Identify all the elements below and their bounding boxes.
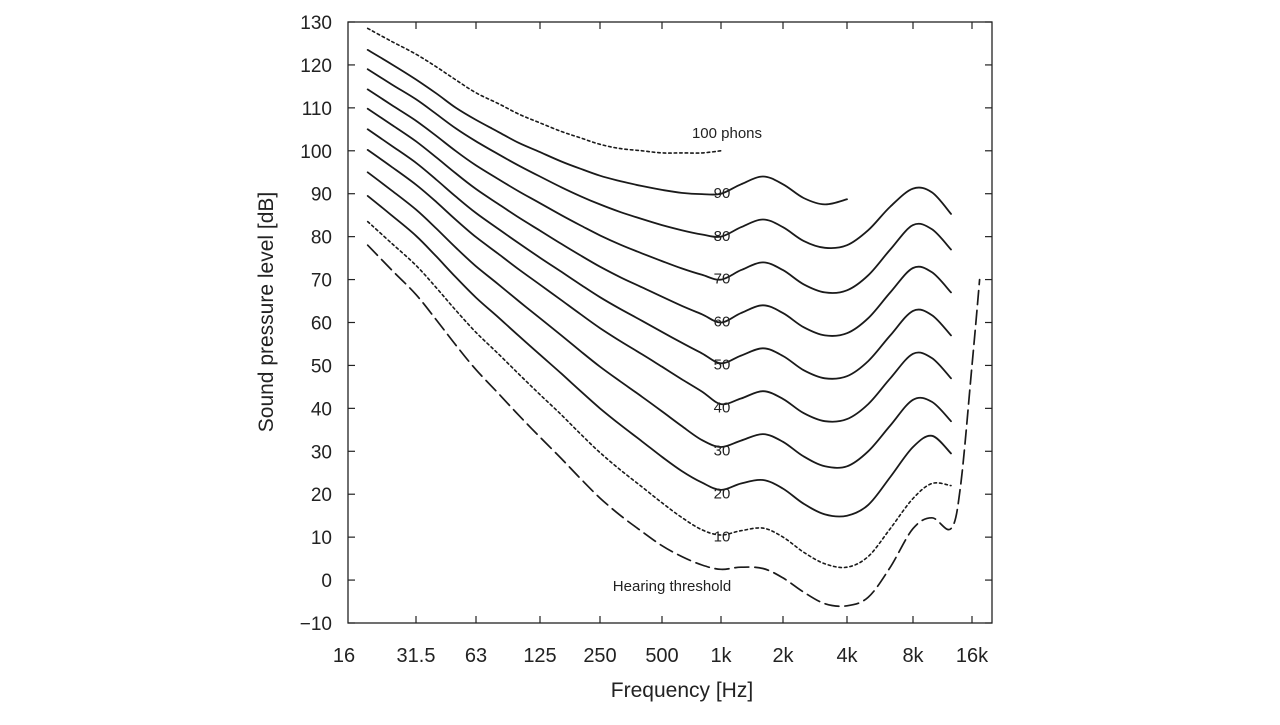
y-tick-label: 20 <box>311 485 332 506</box>
x-axis: 16 31.5 63 125 250 500 1k 2k 4k 8k 16k <box>333 22 989 667</box>
curve-70 <box>366 88 952 294</box>
x-tick-label: 500 <box>645 645 678 667</box>
curve-40 <box>366 149 952 423</box>
curve-label-50: 50 <box>714 357 731 374</box>
curve-label-70: 70 <box>714 271 731 288</box>
curve-label-20: 20 <box>714 485 731 502</box>
curve-hearing-threshold <box>366 244 981 608</box>
curve-10 <box>366 220 952 569</box>
y-tick-label: −10 <box>300 614 332 635</box>
curve-90 <box>366 49 848 206</box>
curve-30 <box>366 171 952 469</box>
y-tick-label: 10 <box>311 528 332 549</box>
curve-label-hearing-threshold: Hearing threshold <box>613 578 731 595</box>
curve-20 <box>366 195 952 518</box>
x-tick-label: 250 <box>583 645 616 667</box>
x-tick-label: 16 <box>333 645 355 667</box>
y-tick-label: 30 <box>311 442 332 463</box>
curve-label-40: 40 <box>714 399 731 416</box>
plot-frame <box>347 21 993 624</box>
curve-label-90: 90 <box>714 185 731 202</box>
x-axis-title: Frequency [Hz] <box>611 679 753 702</box>
y-tick-label: 130 <box>300 13 332 34</box>
curve-label-80: 80 <box>714 228 731 245</box>
x-tick-label: 4k <box>836 645 858 667</box>
y-tick-label: 110 <box>302 99 332 120</box>
x-tick-label: 2k <box>772 645 794 667</box>
curve-label-60: 60 <box>714 314 731 331</box>
x-tick-label: 8k <box>902 645 924 667</box>
y-tick-label: 50 <box>311 356 332 377</box>
curve-labels: 100 phons 90 80 70 60 50 40 30 20 10 Hearing thres… <box>613 125 762 595</box>
x-tick-label: 63 <box>465 645 487 667</box>
y-tick-label: 60 <box>311 314 332 335</box>
curve-60 <box>366 107 952 337</box>
curve-label-100-phons: 100 phons <box>692 125 762 142</box>
curves <box>366 27 981 608</box>
curve-label-10: 10 <box>714 528 731 545</box>
y-tick-label: 90 <box>311 185 332 206</box>
x-tick-label: 16k <box>956 645 989 667</box>
x-tick-label: 125 <box>523 645 556 667</box>
curve-80 <box>366 68 952 250</box>
curve-label-30: 30 <box>714 442 731 459</box>
y-axis-title: Sound pressure level [dB] <box>255 192 278 432</box>
curve-50 <box>366 128 952 380</box>
y-tick-label: 120 <box>300 56 332 77</box>
x-tick-label: 31.5 <box>397 645 436 667</box>
y-tick-label: 70 <box>311 271 332 292</box>
y-tick-label: 0 <box>321 571 332 592</box>
y-tick-label: 40 <box>311 399 332 420</box>
y-tick-label: 80 <box>311 228 332 249</box>
curve-100-phons <box>366 27 722 154</box>
y-tick-label: 100 <box>300 142 332 163</box>
x-tick-label: 1k <box>710 645 732 667</box>
